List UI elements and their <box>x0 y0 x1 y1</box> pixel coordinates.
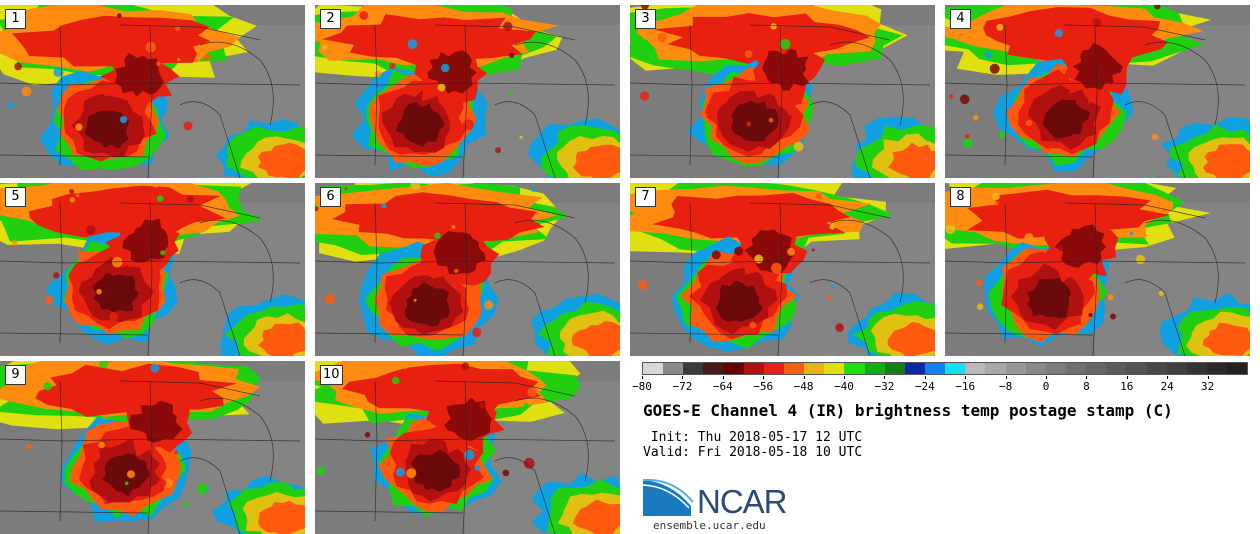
colorbar-tick-mark <box>884 376 886 379</box>
ir-satellite-map <box>630 183 935 356</box>
ensemble-panel-6: 6 <box>315 183 620 356</box>
colorbar-tick-mark <box>722 376 724 379</box>
colorbar-tick-label: 24 <box>1160 380 1174 393</box>
colorbar-tick-mark <box>763 376 765 379</box>
panel-number-label: 4 <box>950 9 971 29</box>
colorbar-tick-label: 8 <box>1083 380 1090 393</box>
colorbar-swatch <box>1227 363 1248 374</box>
colorbar-tick-mark <box>924 376 926 379</box>
colorbar-tick-label: −40 <box>834 380 854 393</box>
colorbar-swatch <box>1126 363 1147 374</box>
colorbar-tick-label: −72 <box>672 380 693 393</box>
colorbar-swatch <box>904 363 925 374</box>
panel-number-label: 8 <box>950 187 971 207</box>
ir-satellite-map <box>945 5 1250 178</box>
colorbar-tick-label: −64 <box>712 380 733 393</box>
colorbar-swatch <box>1045 363 1066 374</box>
colorbar-tick-mark <box>1086 376 1088 379</box>
ensemble-panel-2: 2 <box>315 5 620 178</box>
ir-satellite-map <box>630 5 935 178</box>
ensemble-panel-3: 3 <box>630 5 935 178</box>
colorbar-swatch <box>1146 363 1167 374</box>
colorbar-swatch <box>1065 363 1087 374</box>
ensemble-panel-5: 5 <box>0 183 305 356</box>
colorbar-swatch <box>743 363 764 374</box>
panel-number-label: 1 <box>5 9 26 29</box>
colorbar-tick-mark <box>682 376 684 379</box>
colorbar-tick-mark <box>1046 376 1047 379</box>
figure-title: GOES-E Channel 4 (IR) brightness temp po… <box>643 401 1173 420</box>
colorbar-tick-mark <box>1167 376 1169 379</box>
colorbar-swatch <box>945 363 966 374</box>
colorbar-swatch <box>1166 363 1187 374</box>
ensemble-panel-10: 10 <box>315 361 620 534</box>
ir-satellite-map <box>315 361 620 534</box>
colorbar-tick-mark <box>642 376 643 379</box>
colorbar-tick-label: −8 <box>998 380 1013 393</box>
colorbar-tick-label: −16 <box>955 380 976 393</box>
ir-satellite-map <box>315 183 620 356</box>
panel-number-label: 10 <box>320 365 343 385</box>
colorbar-tick-label: −24 <box>914 380 935 393</box>
colorbar-tick-label: −48 <box>793 380 814 393</box>
colorbar-swatch <box>985 363 1006 374</box>
ensemble-panel-9: 9 <box>0 361 305 534</box>
colorbar-swatch <box>1025 363 1046 374</box>
init-time: Init: Thu 2018-05-17 12 UTC <box>643 430 863 445</box>
ir-satellite-map <box>0 5 305 178</box>
panel-number-label: 9 <box>5 365 26 385</box>
colorbar-swatch <box>824 363 845 374</box>
colorbar-swatch <box>1106 363 1127 374</box>
ncar-logo-icon <box>643 478 694 516</box>
colorbar-ticks: −80 −72 −64 −56 −48 −40 −32 −24 −16 −8 0 8 16 24 32 <box>632 376 1248 393</box>
ensemble-panel-7: 7 <box>630 183 935 356</box>
panel-number-label: 3 <box>635 9 656 29</box>
colorbar-swatch <box>1086 363 1107 374</box>
panel-number-label: 6 <box>320 187 341 207</box>
colorbar-tick-mark <box>1207 376 1209 379</box>
colorbar-tick-label: −56 <box>753 380 774 393</box>
ensemble-panel-1: 1 <box>0 5 305 178</box>
colorbar-swatch <box>663 363 684 374</box>
colorbar-tick-mark <box>1126 376 1128 379</box>
ir-satellite-map <box>0 183 305 356</box>
colorbar-swatch <box>1186 363 1207 374</box>
colorbar-swatch <box>683 363 704 374</box>
colorbar-swatch <box>884 363 905 374</box>
colorbar-swatch <box>783 363 805 374</box>
colorbar-tick-mark <box>803 376 805 379</box>
colorbar-tick-label: 32 <box>1200 380 1215 393</box>
panel-number-label: 2 <box>320 9 341 29</box>
ir-satellite-map <box>945 183 1250 356</box>
ensemble-panel-4: 4 <box>945 5 1250 178</box>
panel-number-label: 7 <box>635 187 656 207</box>
ir-satellite-map <box>315 5 620 178</box>
ncar-logo-text: NCAR <box>697 483 788 520</box>
colorbar-tick-label: −32 <box>874 380 895 393</box>
colorbar-swatch <box>1005 363 1026 374</box>
colorbar-swatch <box>763 363 784 374</box>
colorbar-swatch <box>723 363 744 374</box>
colorbar-swatch <box>924 363 946 374</box>
colorbar <box>642 362 1248 375</box>
colorbar-tick-mark <box>1005 376 1007 379</box>
colorbar-swatch <box>703 363 724 374</box>
logo-url: ensemble.ucar.edu <box>653 519 766 532</box>
valid-time: Valid: Fri 2018-05-18 10 UTC <box>643 445 863 460</box>
colorbar-swatch <box>844 363 865 374</box>
ensemble-panel-8: 8 <box>945 183 1250 356</box>
colorbar-swatch <box>965 363 986 374</box>
ir-satellite-map <box>0 361 305 534</box>
colorbar-tick-label: 0 <box>1042 380 1050 393</box>
panel-number-label: 5 <box>5 187 26 207</box>
colorbar-tick-mark <box>965 376 967 379</box>
colorbar-swatch <box>643 363 664 374</box>
colorbar-swatch <box>804 363 825 374</box>
colorbar-swatch <box>864 363 885 374</box>
colorbar-tick-label: 16 <box>1120 380 1134 393</box>
colorbar-swatch <box>1206 363 1228 374</box>
colorbar-tick-mark <box>844 376 845 379</box>
colorbar-tick-label: −80 <box>632 380 652 393</box>
